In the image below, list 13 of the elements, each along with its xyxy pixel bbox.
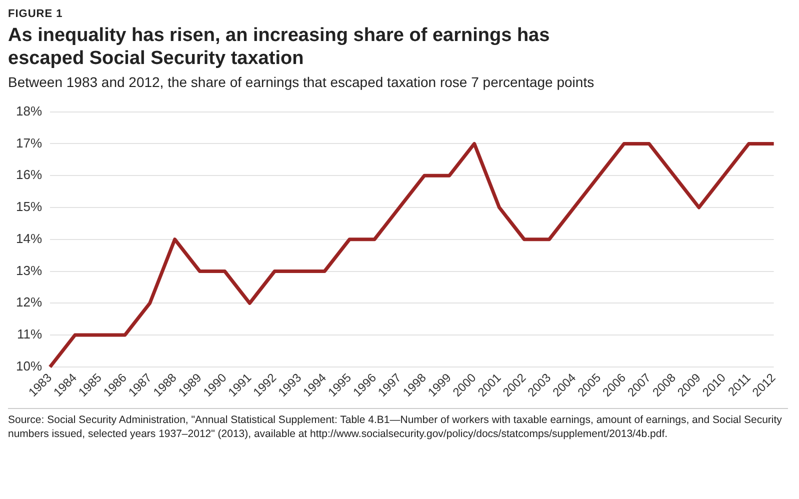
y-tick-label: 17% <box>16 135 42 150</box>
chart-title: As inequality has risen, an increasing share of earnings has escaped Social Security taxation <box>8 24 551 70</box>
y-tick-label: 10% <box>16 358 42 374</box>
y-tick-label: 14% <box>16 230 42 246</box>
y-tick-label: 15% <box>16 199 42 214</box>
caption: FIGURE 1 <box>8 8 64 20</box>
y-tick-label: 16% <box>16 167 42 182</box>
y-tick-label: 11% <box>16 326 42 342</box>
y-tick-label: 13% <box>16 262 42 278</box>
y-tick-label: 18% <box>16 103 42 118</box>
chart-subtitle: Between 1983 and 2012, the share of earnings that escaped taxation rose 7 percentage points <box>8 74 596 90</box>
y-tick-label: 12% <box>16 294 42 310</box>
source-note: Source: Social Security Administration, "Annual Statistical Supplement: Table 4.B1—Number of workers with taxable earnings, amount of earnings, and Social Security numbers issued, selected years 1937–2012" (2013), available at http://www.socialsecurity.gov/policy/docs/statcomps/supplement/2013/4b.pdf. <box>8 413 783 441</box>
